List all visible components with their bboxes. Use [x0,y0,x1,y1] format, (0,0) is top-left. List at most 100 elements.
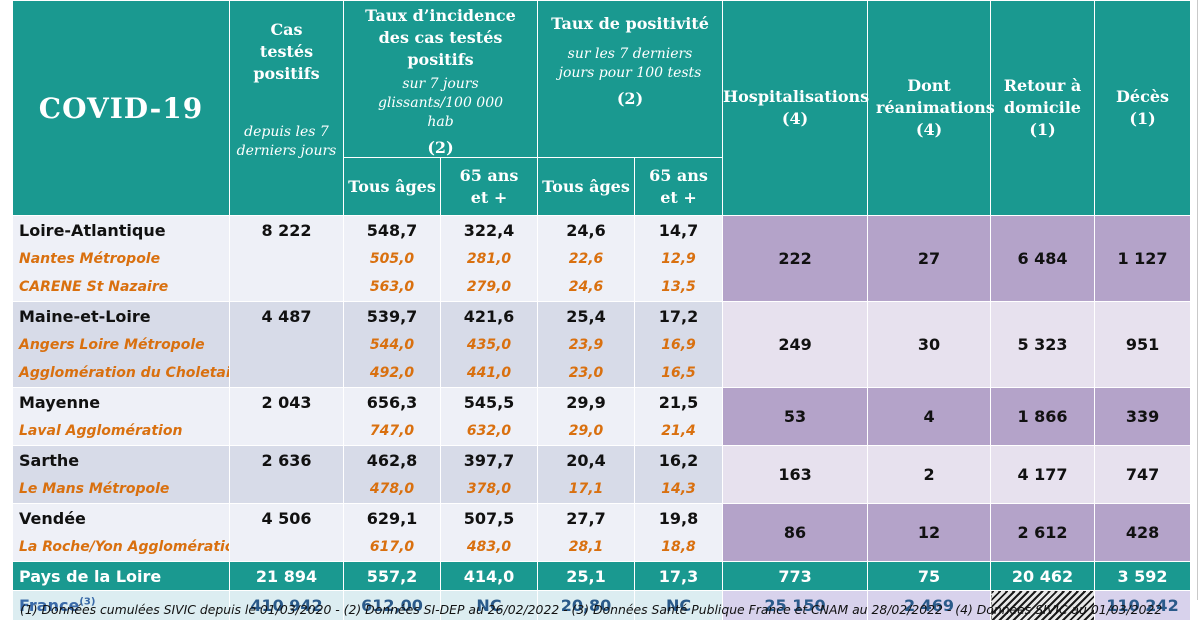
sub-zone-name: Angers Loire Métropole [19,337,205,353]
department-row: Sarthe Le Mans Métropole 2 636 462,8 478,0 39… [12,445,1192,504]
department-hosp: 249 [722,301,869,388]
department-pos-tous: 20,4 17,1 [537,445,635,504]
department-inc-65: 507,5 483,0 [440,503,538,562]
incidence-sub: sur 7 jours glissants/100 000 hab [377,76,504,130]
inc-65-header: 65 ans et + [440,157,538,216]
sub-zone-inc-65: 435,0 [466,337,512,353]
department-retour: 6 484 [990,215,1096,302]
department-rea: 30 [867,301,992,388]
sub-zone-inc-tous: 505,0 [369,251,415,267]
sub-zone-inc-65: 378,0 [466,481,512,497]
department-cas: 2 043 [229,387,344,446]
sub-zone-pos-tous: 28,1 [568,539,604,555]
sub-zone-pos-65: 13,5 [661,279,696,295]
incidence-header: Taux d’incidence des cas testés positifs… [343,0,538,158]
incidence-title: Taux d’incidence des cas testés positifs [365,6,516,69]
sub-zone-name: CARENE St Nazaire [19,279,169,295]
sub-zone-pos-tous: 29,0 [568,423,604,439]
region-pos-65: 17,3 [633,561,724,591]
france-name-cell: France(3) [12,590,230,621]
cas-testes-title: Cas testés positifs [253,20,320,83]
region-rea: 75 [867,561,992,591]
sub-zone-pos-tous: 17,1 [568,481,604,497]
department-rea: 12 [867,503,992,562]
rea-ref: (4) [915,120,943,139]
department-deces: 339 [1094,387,1192,446]
department-pos-65: 21,5 21,4 [633,387,724,446]
positivite-sub: sur les 7 derniers jours pour 100 tests [558,46,702,81]
department-cas: 4 506 [229,503,344,562]
department-inc-65: 397,7 378,0 [440,445,538,504]
sub-zone-inc-65: 281,0 [466,251,512,267]
sub-zone-pos-tous: 23,0 [568,365,604,381]
sub-zone-inc-tous: 478,0 [369,481,415,497]
sub-zone-inc-tous: 544,0 [369,337,415,353]
department-name: Loire-Atlantique [19,221,166,240]
retour-ref: (1) [1029,120,1056,139]
sub-zone-name: Agglomération du Choletais [19,365,229,381]
cas-testes-header: Cas testés positifs depuis les 7 dernier… [229,0,344,216]
department-retour: 2 612 [990,503,1096,562]
department-inc-65: 322,4 281,0 279,0 [440,215,538,302]
france-pos-65: NC [633,590,724,621]
sub-zone-pos-65: 21,4 [661,423,696,439]
sub-zone-name: Nantes Métropole [19,251,161,267]
region-name: Pays de la Loire [12,561,230,591]
department-name-cell: Maine-et-Loire Angers Loire Métropole Aggl… [12,301,230,388]
inc-tous-ages-header: Tous âges [343,157,441,216]
department-inc-65: 421,6 435,0 441,0 [440,301,538,388]
department-rea: 4 [867,387,992,446]
sub-zone-inc-65: 483,0 [466,539,512,555]
department-retour: 1 866 [990,387,1096,446]
department-pos-65: 17,2 16,9 16,5 [633,301,724,388]
sub-zone-pos-tous: 22,6 [568,251,604,267]
france-inc-65: NC [440,590,538,621]
page-edge-rule [1197,0,1198,600]
department-cas: 8 222 [229,215,344,302]
department-deces: 747 [1094,445,1192,504]
department-rea: 27 [867,215,992,302]
department-deces: 951 [1094,301,1192,388]
table-title-cell: COVID-19 [12,0,230,216]
rea-title: Dont réanimations [876,76,995,117]
sub-zone-inc-65: 632,0 [466,423,512,439]
department-pos-65: 14,7 12,9 13,5 [633,215,724,302]
sub-zone-inc-65: 279,0 [466,279,512,295]
incidence-ref: (2) [427,138,454,157]
region-deces: 3 592 [1094,561,1192,591]
sub-zone-inc-65: 441,0 [466,365,512,381]
region-retour: 20 462 [990,561,1096,591]
sub-zone-pos-65: 14,3 [661,481,696,497]
department-pos-65: 16,2 14,3 [633,445,724,504]
department-row: Mayenne Laval Agglomération 2 043 656,3 747,… [12,387,1192,446]
sub-zone-pos-65: 12,9 [661,251,696,267]
department-hosp: 222 [722,215,869,302]
department-pos-65: 19,8 18,8 [633,503,724,562]
department-name-cell: Mayenne Laval Agglomération [12,387,230,446]
france-deces: 110 242 [1094,590,1192,621]
department-name: Mayenne [19,393,101,412]
department-name: Vendée [19,509,86,528]
department-hosp: 53 [722,387,869,446]
france-sup: (3) [79,596,96,608]
department-inc-tous: 548,7 505,0 563,0 [343,215,441,302]
department-inc-tous: 656,3 747,0 [343,387,441,446]
sub-zone-inc-tous: 617,0 [369,539,415,555]
deces-title: Décès [1116,87,1169,106]
department-inc-tous: 629,1 617,0 [343,503,441,562]
retour-title: Retour à domicile [1003,76,1082,117]
department-pos-tous: 29,9 29,0 [537,387,635,446]
department-pos-tous: 27,7 28,1 [537,503,635,562]
department-hosp: 86 [722,503,869,562]
department-retour: 5 323 [990,301,1096,388]
rea-header: Dont réanimations (4) [867,0,995,216]
sub-zone-pos-tous: 23,9 [568,337,604,353]
sub-zone-pos-tous: 24,6 [568,279,604,295]
hosp-header: Hospitalisations (4) [722,0,869,216]
deces-header: Décès (1) [1094,0,1192,216]
france-inc-tous: 612,00 [343,590,441,621]
region-row: Pays de la Loire 21 894 557,2 414,0 25,1… [12,561,1192,591]
hosp-ref: (4) [781,109,809,128]
positivite-ref: (2) [616,89,644,108]
